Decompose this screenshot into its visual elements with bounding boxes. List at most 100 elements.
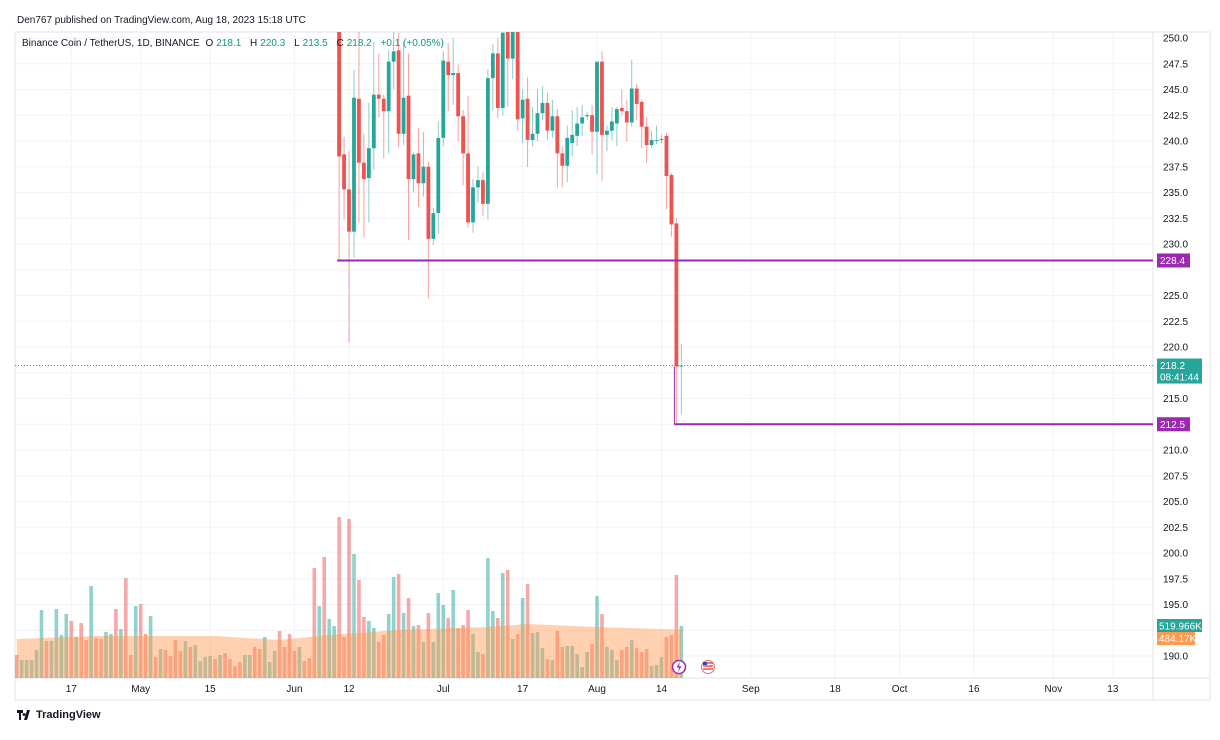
volume-bar <box>94 638 98 678</box>
price-tick-label: 205.0 <box>1163 497 1188 508</box>
volume-bar <box>262 637 267 678</box>
volume-bar <box>178 651 183 678</box>
symbol-name[interactable]: Binance Coin / TetherUS, 1D, BINANCE <box>22 38 200 49</box>
candle-body <box>416 153 421 184</box>
price-tick-label: 222.5 <box>1163 317 1188 328</box>
time-tick-label: Oct <box>892 684 908 695</box>
volume-bar <box>74 637 79 678</box>
candle-body <box>659 138 664 140</box>
volume-bar <box>143 634 148 678</box>
volume-bar <box>446 618 451 678</box>
volume-bar <box>248 655 252 678</box>
volume-bar <box>307 658 312 678</box>
volume-bar <box>218 655 222 678</box>
volume-bar <box>332 626 336 678</box>
volume-bar <box>565 646 570 678</box>
volume-bar <box>188 647 193 678</box>
volume-bar <box>183 641 188 678</box>
volume-bar <box>540 648 545 678</box>
volume-bar <box>555 631 560 678</box>
volume-bar <box>327 619 331 678</box>
volume-bar <box>19 660 24 678</box>
candle-body <box>560 153 565 166</box>
volume-bar <box>119 629 123 678</box>
volume-bar <box>208 656 212 678</box>
candle-body <box>540 102 545 114</box>
close-label: C <box>336 38 344 49</box>
volume-bar <box>620 650 624 678</box>
time-tick-label: Jun <box>286 684 302 695</box>
candle-body <box>600 61 604 135</box>
volume-bar <box>347 519 351 678</box>
price-tick-label: 237.5 <box>1163 162 1188 173</box>
volume-bar <box>59 635 64 678</box>
volume-bar <box>64 614 69 678</box>
candle-body <box>456 73 461 117</box>
price-tick-label: 215.0 <box>1163 394 1188 405</box>
volume-bar <box>629 640 634 678</box>
volume-bar <box>386 614 391 678</box>
low-value: 213.5 <box>302 38 328 49</box>
volume-bar <box>580 667 584 678</box>
price-tick-label: 245.0 <box>1163 85 1188 96</box>
volume-bar <box>634 648 639 678</box>
price-line-label-bg <box>1157 253 1190 268</box>
time-tick-label: 14 <box>656 684 668 695</box>
volume-bar <box>84 640 88 678</box>
volume-bar <box>133 606 138 678</box>
volume-bar <box>466 610 470 678</box>
time-tick-label: Aug <box>588 684 606 695</box>
volume-bar <box>228 659 232 678</box>
volume-bar <box>520 598 525 678</box>
price-line-label: 228.4 <box>1160 256 1185 267</box>
volume-bar <box>173 640 178 678</box>
candle-body <box>590 115 594 132</box>
volume-bar <box>515 634 520 678</box>
volume-bar <box>372 628 376 678</box>
time-tick-label: May <box>131 684 150 695</box>
volume-bar <box>615 660 619 678</box>
volume-bar <box>669 635 674 678</box>
tradingview-logo[interactable]: TradingView <box>17 709 101 721</box>
time-tick-label: 12 <box>343 684 355 695</box>
price-line-label: 212.5 <box>1160 420 1185 431</box>
price-tick-label: 235.0 <box>1163 188 1188 199</box>
candle-body <box>585 115 589 117</box>
low-label: L <box>294 38 300 49</box>
candle-body <box>595 61 599 132</box>
volume-bar <box>148 616 153 678</box>
price-tick-label: 232.5 <box>1163 214 1188 225</box>
candle-body <box>679 365 684 367</box>
candle-body <box>505 32 510 59</box>
candle-body <box>381 98 386 112</box>
volume-label-bg <box>1157 619 1202 633</box>
volume-bar <box>14 655 19 678</box>
candle-body <box>530 133 535 140</box>
volume-bar <box>29 660 34 678</box>
volume-bar <box>297 647 302 678</box>
price-tick-label: 197.5 <box>1163 574 1188 585</box>
candle-body <box>411 154 416 180</box>
volume-ma-area <box>16 624 682 678</box>
candle-body <box>451 73 456 76</box>
price-tick-label: 202.5 <box>1163 523 1188 534</box>
candle-body <box>342 154 346 190</box>
candle-body <box>396 50 401 134</box>
publish-info: Den767 published on TradingView.com, Aug… <box>17 15 306 26</box>
brand-name: TradingView <box>36 709 101 721</box>
volume-bar <box>193 645 198 678</box>
candle-body <box>347 189 351 232</box>
volume-bar <box>267 662 272 678</box>
volume-bar <box>406 598 411 678</box>
price-tick-label: 200.0 <box>1163 549 1188 560</box>
volume-bar <box>238 662 242 678</box>
volume-bar <box>674 575 679 678</box>
volume-bar <box>376 642 381 678</box>
time-tick-label: Sep <box>742 684 760 695</box>
candle-body <box>575 123 580 136</box>
volume-bar <box>292 651 297 678</box>
volume-bar <box>109 634 113 678</box>
volume-bar <box>525 584 530 678</box>
volume-bar <box>44 641 49 678</box>
